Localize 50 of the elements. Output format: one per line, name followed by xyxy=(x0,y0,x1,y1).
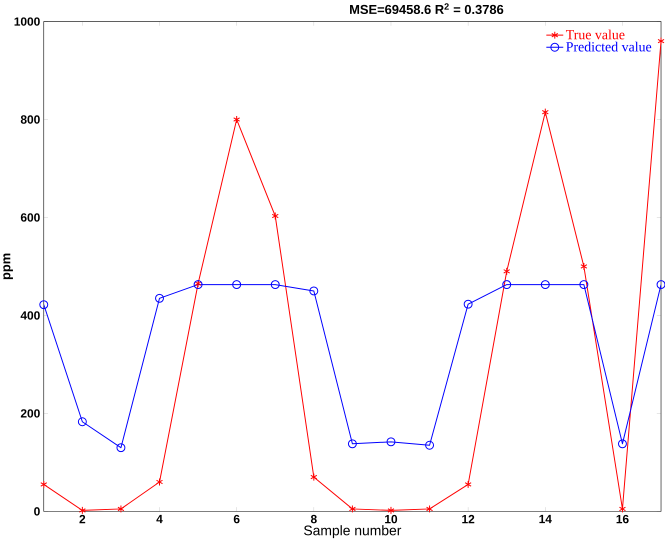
y-tick-label: 800 xyxy=(20,115,40,124)
point xyxy=(502,280,512,289)
x-axis-title: Sample number xyxy=(304,524,402,538)
point xyxy=(542,108,549,116)
x-tick-label: 12 xyxy=(462,514,474,523)
legend-label: Predicted value xyxy=(566,42,652,52)
point xyxy=(310,472,318,481)
point xyxy=(580,262,588,270)
point xyxy=(156,478,164,486)
y-tick-label: 400 xyxy=(20,311,40,320)
point xyxy=(348,504,356,513)
point xyxy=(272,212,279,220)
point xyxy=(387,506,394,514)
point xyxy=(464,480,472,488)
x-tick-label: 14 xyxy=(539,514,552,523)
point xyxy=(270,280,280,289)
point xyxy=(618,439,627,448)
y-tick-label: 200 xyxy=(20,409,40,418)
point xyxy=(540,280,550,289)
point xyxy=(425,440,434,450)
x-tick-label: 2 xyxy=(79,514,86,523)
point xyxy=(658,36,665,45)
point xyxy=(348,439,357,448)
point xyxy=(426,504,434,513)
x-tick-label: 10 xyxy=(385,514,398,524)
point xyxy=(579,280,588,289)
point xyxy=(116,443,126,452)
point xyxy=(40,480,48,488)
point xyxy=(309,286,318,296)
legend-label: True value xyxy=(566,29,624,40)
y-tick-label: 1000 xyxy=(14,17,40,26)
point xyxy=(155,294,164,303)
point xyxy=(78,417,87,426)
chart-title: MSE=69458.6 R$^{2}$ = 0.3786 xyxy=(350,3,504,14)
point xyxy=(503,267,510,276)
point xyxy=(386,437,396,446)
point xyxy=(117,504,124,513)
y-axis-title: ppm xyxy=(3,253,13,280)
point xyxy=(464,300,473,308)
point xyxy=(232,280,242,289)
x-tick-label: 16 xyxy=(616,514,629,524)
y-tick-label: 600 xyxy=(20,213,40,222)
x-tick-label: 8 xyxy=(310,514,317,524)
x-tick-label: 6 xyxy=(234,514,240,524)
point xyxy=(656,280,665,289)
point xyxy=(233,115,240,124)
x-tick-label: 4 xyxy=(156,514,163,523)
y-tick-label: 0 xyxy=(34,506,40,516)
point xyxy=(39,300,48,309)
point xyxy=(78,506,86,514)
